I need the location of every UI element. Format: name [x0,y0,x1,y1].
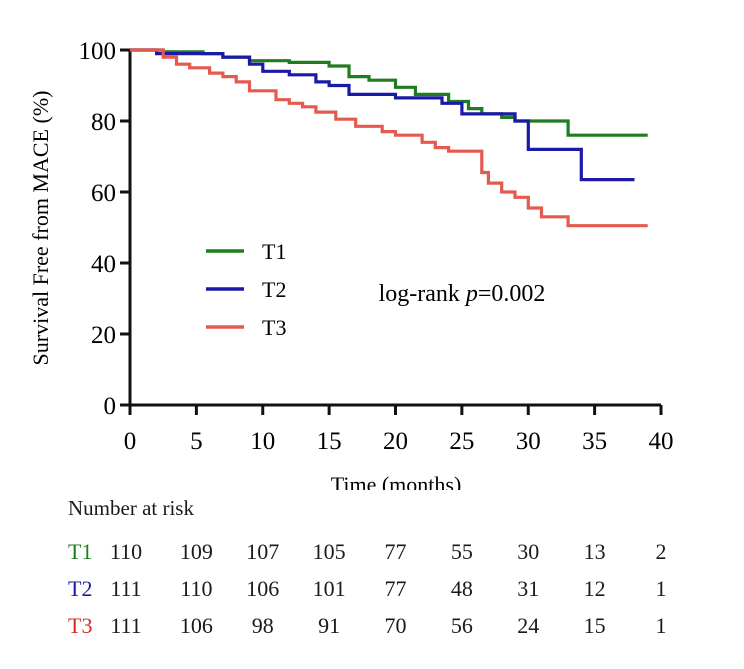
y-tick-label: 20 [91,322,116,349]
km-chart: 0 20 40 60 80 100 0 5 10 15 20 25 30 35 40 T1 T2 T3 Surv… [28,38,674,490]
risk-cell: 110 [180,576,213,601]
y-tick-label: 40 [91,251,116,278]
risk-cell: 106 [246,576,280,601]
annotation-p-value: =0.002 [478,281,546,307]
legend: T1 T2 T3 [206,239,286,340]
risk-cell: 70 [384,613,407,638]
series-t1-line [130,48,648,137]
risk-cell: 31 [517,576,540,601]
risk-cell: 2 [655,539,667,564]
risk-row-t2: T2 111 110 106 101 77 48 31 12 1 [0,576,744,606]
series-t3-line [130,48,648,228]
legend-label-t3: T3 [262,315,286,340]
risk-row-t1: T1 110 109 107 105 77 55 30 13 2 [0,539,744,569]
risk-cell: 107 [246,539,280,564]
risk-cell: 77 [384,576,407,601]
risk-cell: 111 [110,576,142,601]
risk-cell: 24 [517,613,540,638]
y-tick-label: 80 [91,109,116,136]
legend-label-t2: T2 [262,277,286,302]
risk-cell: 111 [110,613,142,638]
risk-cell: 12 [583,576,606,601]
x-tick-label: 15 [317,428,342,455]
risk-cell: 1 [655,613,667,638]
y-tick-label: 0 [104,393,117,420]
x-tick-label: 20 [383,428,408,455]
x-tick-label: 40 [649,428,674,455]
risk-cell: 48 [450,576,473,601]
legend-label-t1: T1 [262,239,286,264]
risk-cell: 101 [312,576,346,601]
x-tick-label: 0 [124,428,137,455]
axes: 0 20 40 60 80 100 0 5 10 15 20 25 30 35 40 [79,38,674,455]
risk-cell: 91 [318,613,341,638]
risk-cell: 106 [179,613,213,638]
risk-cell: 30 [517,539,540,564]
log-rank-annotation: log-rank p=0.002 [379,281,546,307]
risk-cell: 105 [312,539,346,564]
risk-cell: 109 [179,539,213,564]
risk-cell: 110 [109,539,143,564]
x-tick-label: 10 [250,428,275,455]
y-tick-label: 100 [79,38,117,65]
risk-row-label: T1 [68,539,93,564]
x-tick-label: 25 [449,428,474,455]
y-tick-label: 60 [91,180,116,207]
risk-cell: 13 [583,539,606,564]
risk-row-t3: T3 111 106 98 91 70 56 24 15 1 [0,613,744,643]
risk-table-title: Number at risk [68,496,194,520]
risk-cell: 77 [384,539,407,564]
y-axis-label: Survival Free from MACE (%) [28,91,53,366]
x-tick-label: 30 [516,428,541,455]
risk-row-label: T3 [68,613,93,638]
x-tick-label: 35 [582,428,607,455]
risk-cell: 98 [251,613,274,638]
risk-row-label: T2 [68,576,93,601]
risk-cell: 15 [583,613,606,638]
annotation-p-symbol: p [464,281,478,307]
x-axis-label: Time (months) [331,472,462,490]
risk-cell: 1 [655,576,667,601]
risk-cell: 56 [450,613,473,638]
series-t2-line [130,48,635,182]
survival-curves [130,48,648,228]
annotation-prefix: log-rank [379,281,466,307]
x-tick-label: 5 [190,428,203,455]
risk-cell: 55 [450,539,473,564]
